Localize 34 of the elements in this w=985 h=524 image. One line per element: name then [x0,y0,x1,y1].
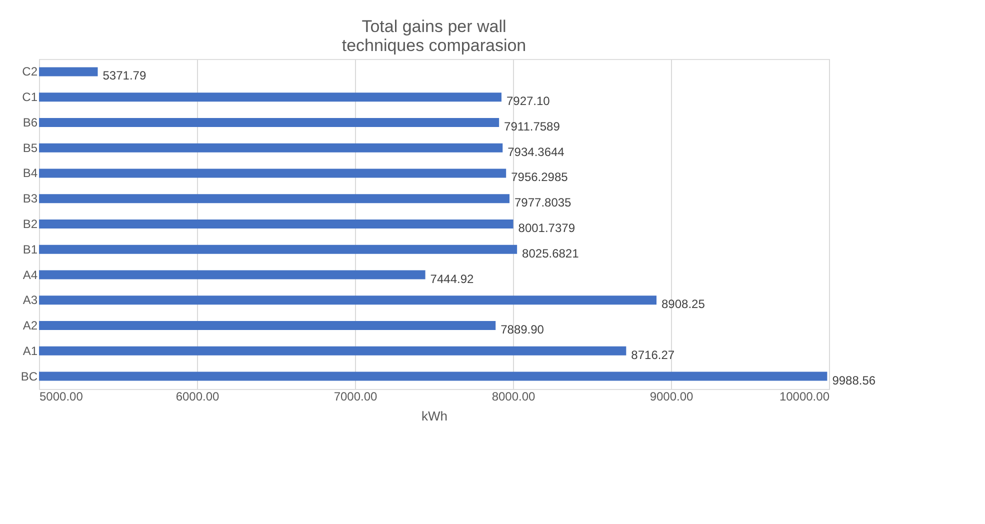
data-label: 5371.79 [102,68,146,83]
data-label: 7977.8035 [514,196,572,210]
y-tick-label: A3 [22,293,38,308]
y-tick-label: B3 [22,192,38,206]
data-label: 7889.90 [500,322,544,337]
data-label: 7934.3644 [508,144,565,159]
y-tick-label: A1 [22,344,38,358]
data-label: 7444.92 [430,272,474,286]
y-tick-label: B4 [22,166,38,180]
y-tick-label: B1 [22,242,38,256]
data-label: 7927.10 [506,94,550,108]
x-tick-label: 10000.00 [779,390,830,404]
y-tick-label: B2 [22,217,38,231]
chart-title: Total gains per wall techniques comparasion [342,17,526,55]
data-label: 9988.56 [832,373,876,388]
y-tick-label: A2 [22,318,38,333]
data-label: 8716.27 [631,348,675,362]
y-tick-label: B5 [22,140,38,155]
y-tick-label: B6 [22,115,38,130]
data-label: 8025.6821 [522,246,580,260]
x-tick-label: 9000.00 [650,390,694,404]
y-tick-label: A4 [22,268,38,282]
y-tick-label: BC [20,369,38,384]
data-label: 7956.2985 [511,170,568,184]
y-tick-label: C1 [22,90,38,104]
y-tick-label: C2 [22,64,38,79]
x-tick-label: 7000.00 [334,390,378,404]
data-label: 8001.7379 [518,221,576,235]
x-tick-label: 6000.00 [176,390,220,404]
data-label: 8908.25 [662,297,706,312]
x-axis-title: kWh [422,408,448,424]
x-tick-label: 5000.00 [40,390,84,404]
x-tick-label: 8000.00 [492,390,536,404]
data-label: 7911.7589 [504,119,560,134]
